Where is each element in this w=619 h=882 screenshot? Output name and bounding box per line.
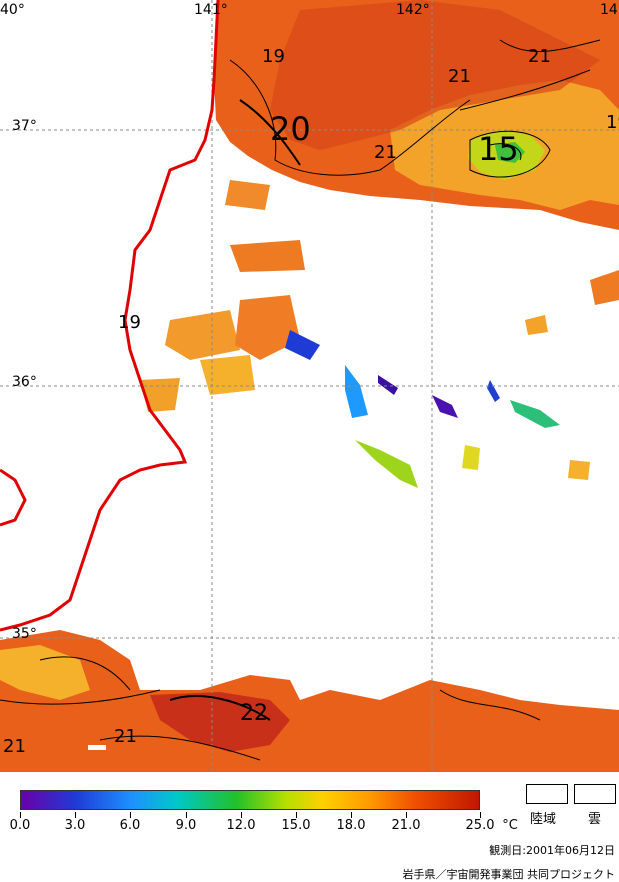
contour-label: 15 xyxy=(478,130,519,168)
contour-label: 21 xyxy=(114,726,137,747)
land-legend-swatch xyxy=(526,784,568,804)
colorbar-tick-label: 12.0 xyxy=(226,818,256,833)
colorbar-unit: °C xyxy=(502,818,518,833)
contour-label: 21 xyxy=(528,46,551,67)
longitude-label: 40° xyxy=(0,2,25,18)
colorbar-tick xyxy=(241,812,242,818)
contour-label: 19 xyxy=(606,112,619,133)
cloud-legend-swatch xyxy=(574,784,616,804)
colorbar-tick xyxy=(406,812,407,818)
latitude-label: 36° xyxy=(12,374,37,390)
colorbar-tick-label: 6.0 xyxy=(119,818,141,833)
contour-label: 21 xyxy=(448,66,471,87)
colorbar-tick-label: 25.0 xyxy=(465,818,495,833)
coastline-west xyxy=(0,468,27,527)
colorbar-tick-label: 3.0 xyxy=(64,818,86,833)
colorbar-tick-label: 21.0 xyxy=(391,818,421,833)
credit-line: 岩手県／宇宙開発事業団 共同プロジェクト xyxy=(402,868,616,881)
temperature-colorbar xyxy=(20,790,480,810)
contour-lines xyxy=(0,39,601,761)
north-cold-core xyxy=(495,142,525,163)
contour-label: 21 xyxy=(374,142,397,163)
land-legend-label: 陸域 xyxy=(530,812,557,827)
contour-label: 21 xyxy=(3,736,26,757)
longitude-label: 142° xyxy=(396,2,430,18)
colorbar-tick xyxy=(296,812,297,818)
colorbar-tick-label: 9.0 xyxy=(175,818,197,833)
longitude-label: 141° xyxy=(194,2,228,18)
colorbar-tick xyxy=(75,812,76,818)
colorbar-tick-label: 0.0 xyxy=(9,818,31,833)
contour-labels: 19 20 21 21 21 15 19 19 21 21 22 xyxy=(3,46,619,757)
south-west-cool xyxy=(0,645,90,700)
scattered-patches xyxy=(140,180,619,488)
contour-label: 19 xyxy=(118,312,141,333)
longitude-label: 14 xyxy=(600,2,618,18)
colorbar-tick-label: 15.0 xyxy=(281,818,311,833)
colorbar-tick xyxy=(186,812,187,818)
colorbar-tick xyxy=(130,812,131,818)
cloud-legend-label: 雲 xyxy=(588,812,602,827)
contour-label: 20 xyxy=(270,110,311,148)
contour-label: 22 xyxy=(240,701,268,726)
north-dark-warm xyxy=(270,0,600,150)
colorbar-tick-label: 18.0 xyxy=(336,818,366,833)
latitude-label: 37° xyxy=(12,118,37,134)
latitude-label: 35° xyxy=(12,626,37,642)
contour-label: 19 xyxy=(262,46,285,67)
colorbar-tick xyxy=(480,812,481,818)
colorbar-tick xyxy=(20,812,21,818)
south-hot-core xyxy=(150,692,290,752)
coastline xyxy=(0,0,220,632)
observation-date: 観測日:2001年06月12日 xyxy=(489,844,615,857)
colorbar-tick xyxy=(351,812,352,818)
sea-surface-temperature-map: 19 20 21 21 21 15 19 19 21 21 22 xyxy=(0,0,619,772)
